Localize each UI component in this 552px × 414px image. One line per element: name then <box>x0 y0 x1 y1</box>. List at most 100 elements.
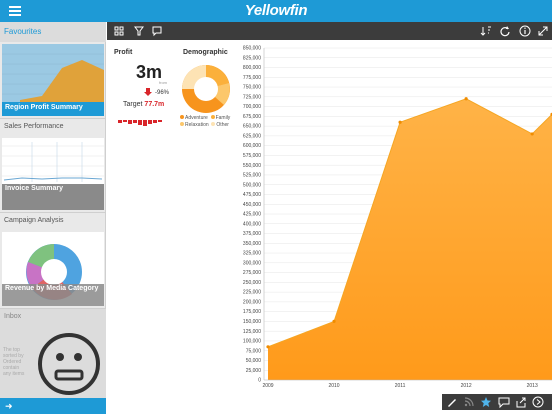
panel-campaign-analysis: Campaign Analysis <box>0 212 106 306</box>
app-header: Yellowfin <box>0 0 552 22</box>
y-tick-label: 675,000 <box>243 114 261 120</box>
demographic-legend: Adventure Family <box>180 115 230 121</box>
kpi-sparkline <box>118 120 162 126</box>
star-icon[interactable] <box>480 396 492 408</box>
data-point <box>398 120 402 124</box>
data-point <box>464 97 468 101</box>
play-circle-icon[interactable] <box>532 396 544 408</box>
y-tick-label: 550,000 <box>243 163 261 169</box>
comment-icon[interactable] <box>150 24 164 38</box>
y-tick-label: 850,000 <box>243 46 261 52</box>
y-tick-label: 225,000 <box>243 290 261 296</box>
legend-item-family: Family <box>210 115 230 121</box>
data-point <box>266 345 270 349</box>
y-tick-label: 600,000 <box>243 143 261 149</box>
y-tick-label: 175,000 <box>243 309 261 315</box>
y-tick-label: 200,000 <box>243 299 261 305</box>
y-tick-label: 375,000 <box>243 231 261 237</box>
legend-item-relaxation: Relaxation <box>180 122 209 128</box>
x-tick-label: 2010 <box>328 383 339 389</box>
arrow-down-icon <box>144 88 152 96</box>
y-tick-label: 700,000 <box>243 104 261 110</box>
data-point <box>530 132 534 136</box>
demographic-donut <box>182 65 230 113</box>
inbox-message: The top sorted by Ordered contain any item… <box>3 347 25 377</box>
legend-item-adventure: Adventure <box>180 115 208 121</box>
y-tick-label: 400,000 <box>243 221 261 227</box>
kpi-title: Profit <box>114 49 133 56</box>
demographic-title: Demographic <box>183 49 228 56</box>
rss-icon[interactable] <box>463 396 475 408</box>
area-chart-svg: 0 25,000 50,000 75,000 100,000 125,000 150,000… <box>243 46 552 389</box>
share-icon[interactable] <box>515 396 527 408</box>
invoice-thumbnail <box>2 142 104 210</box>
kpi-target: Target 77.7m <box>123 101 165 108</box>
bottom-action-bar <box>442 394 552 410</box>
revenue-thumbnail <box>2 244 104 306</box>
y-tick-label: 325,000 <box>243 251 261 257</box>
expand-icon[interactable] <box>536 24 550 38</box>
y-tick-label: 350,000 <box>243 241 261 247</box>
x-tick-label: 2012 <box>461 383 472 389</box>
dashboard-toolbar <box>107 22 552 40</box>
y-tick-label: 800,000 <box>243 65 261 71</box>
favourites-sidebar: Favourites Region Profit Summary Sales P… <box>0 22 106 414</box>
y-tick-label: 775,000 <box>243 75 261 81</box>
arrow-right-icon[interactable]: ➜ <box>5 401 13 411</box>
y-tick-label: 725,000 <box>243 94 261 100</box>
favourite-invoice-summary[interactable]: Invoice Summary <box>2 138 104 210</box>
panel-inbox[interactable]: Inbox The top sorted by Ordered contain an… <box>0 308 106 398</box>
panel-sales-performance: Sales Performance <box>0 118 106 212</box>
panel-title: Campaign Analysis <box>4 217 64 224</box>
y-tick-label: 500,000 <box>243 182 261 188</box>
sort-download-icon[interactable] <box>479 24 493 38</box>
kpi-change: -96% <box>155 90 170 96</box>
x-tick-label: 2009 <box>262 383 273 389</box>
y-tick-label: 250,000 <box>243 280 261 286</box>
sidebar-footer[interactable]: ➜ <box>0 398 106 414</box>
favourite-region-profit-summary[interactable]: Region Profit Summary <box>2 44 104 116</box>
thumb-caption: Revenue by Media Category <box>5 285 99 292</box>
kpi-value: 3m <box>136 62 163 82</box>
y-tick-label: 625,000 <box>243 133 261 139</box>
y-tick-label: 575,000 <box>243 153 261 159</box>
y-tick-label: 125,000 <box>243 329 261 335</box>
data-point <box>332 319 336 324</box>
area-series <box>268 98 552 380</box>
kpi-unit: from <box>159 80 167 85</box>
y-tick-label: 0 <box>258 378 261 384</box>
y-tick-label: 150,000 <box>243 319 261 325</box>
y-tick-label: 100,000 <box>243 339 261 345</box>
legend-item-other: Other <box>211 122 229 128</box>
y-tick-label: 75,000 <box>246 348 262 354</box>
area-line <box>267 98 552 348</box>
y-tick-label: 825,000 <box>243 55 261 61</box>
favourites-heading: Favourites <box>0 22 106 42</box>
y-tick-label: 750,000 <box>243 85 261 91</box>
thumb-caption: Invoice Summary <box>5 185 63 192</box>
y-tick-label: 50,000 <box>246 358 262 364</box>
grid-view-icon[interactable] <box>112 24 126 38</box>
favourite-revenue-by-media[interactable]: Revenue by Media Category <box>2 232 104 306</box>
y-tick-label: 425,000 <box>243 212 261 218</box>
y-tick-label: 300,000 <box>243 260 261 266</box>
y-tick-label: 475,000 <box>243 192 261 198</box>
info-icon[interactable] <box>518 24 532 38</box>
menu-icon[interactable] <box>9 6 21 16</box>
y-tick-label: 525,000 <box>243 173 261 179</box>
app-logo: Yellowfin <box>244 2 308 19</box>
y-tick-label: 25,000 <box>246 368 262 374</box>
y-tick-label: 275,000 <box>243 270 261 276</box>
sad-face-icon <box>38 333 100 395</box>
x-tick-label: 2013 <box>527 383 538 389</box>
refresh-icon[interactable] <box>498 24 512 38</box>
y-tick-label: 450,000 <box>243 202 261 208</box>
chat-icon[interactable] <box>498 396 510 408</box>
x-tick-label: 2011 <box>395 383 406 389</box>
panel-title: Inbox <box>4 313 22 320</box>
edit-icon[interactable] <box>446 396 458 408</box>
thumb-caption: Region Profit Summary <box>5 104 83 111</box>
region-profit-thumbnail <box>2 44 104 116</box>
filter-icon[interactable] <box>132 24 146 38</box>
profit-area-chart: 0 25,000 50,000 75,000 100,000 125,000 150,000… <box>228 42 552 394</box>
